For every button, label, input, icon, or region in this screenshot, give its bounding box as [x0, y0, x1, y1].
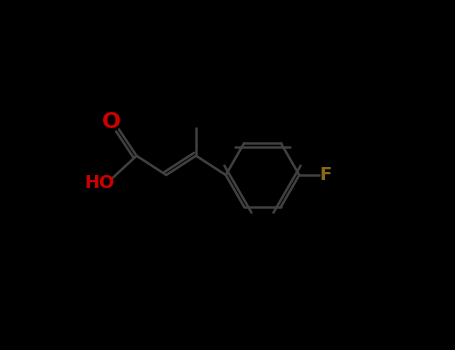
Text: F: F	[319, 166, 332, 184]
Text: O: O	[102, 112, 121, 133]
Text: HO: HO	[85, 174, 115, 192]
